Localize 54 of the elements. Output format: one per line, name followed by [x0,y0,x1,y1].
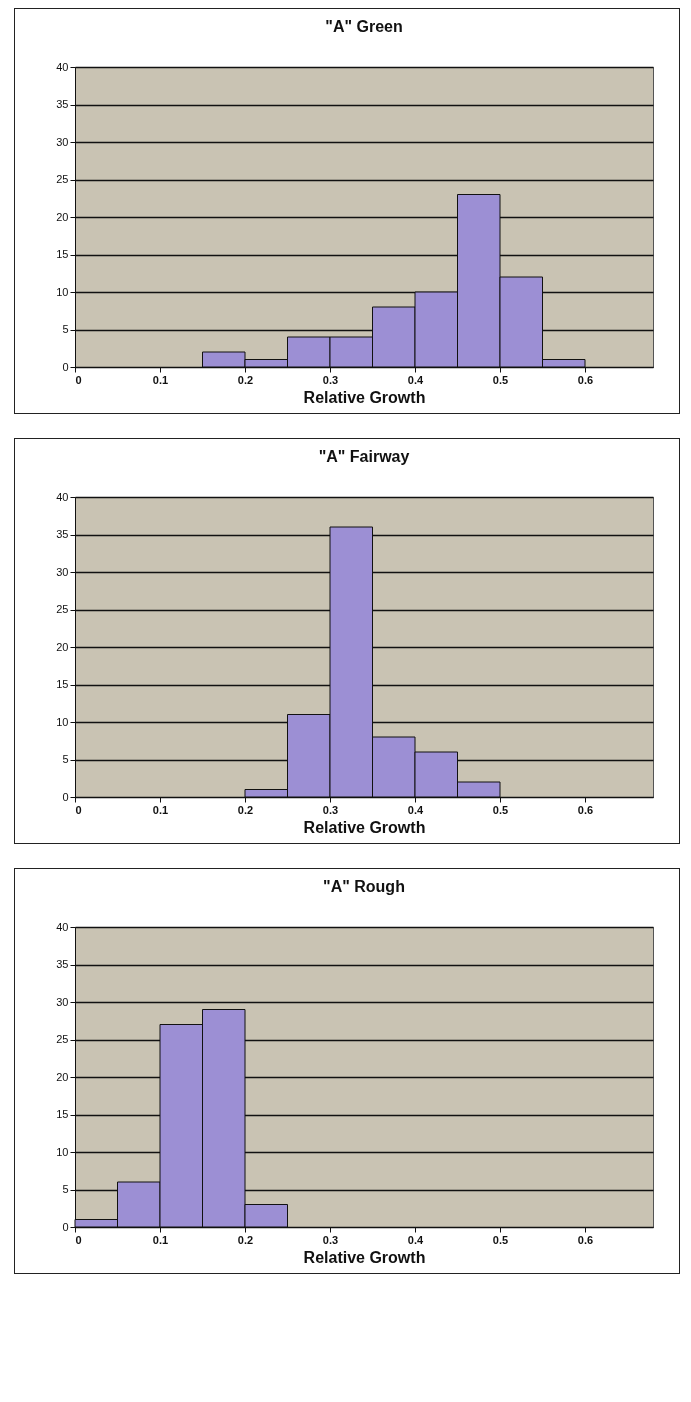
x-tick-label: 0.2 [237,1233,254,1246]
x-tick-label: 0.2 [237,803,254,816]
y-tick-label: 15 [56,1108,69,1120]
y-tick-label: 30 [56,995,69,1008]
y-tick-label: 5 [62,753,69,765]
y-tick-label: 10 [56,715,69,728]
x-tick-label: 0.5 [492,1233,509,1246]
x-axis-title: Relative Growth [303,818,426,836]
y-tick-label: 30 [56,565,69,578]
y-tick-label: 5 [62,1183,69,1195]
x-tick-label: 0.6 [577,803,594,816]
y-tick-label: 40 [56,490,69,503]
x-tick-label: 0.1 [152,373,169,386]
y-tick-label: 10 [56,285,69,298]
y-tick-label: 10 [56,1145,69,1158]
x-tick-label: 0.1 [152,803,169,816]
y-tick-label: 25 [56,173,69,185]
y-tick-label: 30 [56,135,69,148]
y-tick-label: 0 [62,790,69,803]
x-tick-label: 0.4 [407,373,425,386]
y-tick-label: 0 [62,360,69,373]
x-tick-label: 0.4 [407,803,425,816]
y-tick-label: 40 [56,920,69,933]
y-tick-label: 25 [56,1033,69,1045]
x-tick-label: 0.1 [152,1233,169,1246]
x-tick-label: 0 [75,373,82,386]
x-tick-label: 0 [75,1233,82,1246]
y-tick-label: 0 [62,1220,69,1233]
x-tick-label: 0.4 [407,1233,425,1246]
y-tick-label: 20 [56,640,69,653]
chart-title: "A" Fairway [318,448,410,465]
x-tick-label: 0.6 [577,373,594,386]
x-tick-label: 0.5 [492,803,509,816]
x-tick-label: 0.3 [322,803,339,816]
y-tick-label: 15 [56,678,69,690]
y-tick-label: 15 [56,248,69,260]
y-tick-label: 35 [56,528,69,540]
y-tick-label: 20 [56,210,69,223]
chart-title: "A" Rough [323,878,405,895]
x-axis-title: Relative Growth [303,1248,426,1266]
y-tick-label: 35 [56,958,69,970]
x-tick-label: 0.3 [322,373,339,386]
x-tick-label: 0 [75,803,82,816]
x-tick-label: 0.3 [322,1233,339,1246]
y-tick-label: 5 [62,323,69,335]
y-tick-label: 25 [56,603,69,615]
x-tick-label: 0.5 [492,373,509,386]
y-tick-label: 35 [56,98,69,110]
x-axis-title: Relative Growth [303,388,426,406]
y-tick-label: 20 [56,1070,69,1083]
chart-title: "A" Green [325,18,403,35]
x-tick-label: 0.2 [237,373,254,386]
x-tick-label: 0.6 [577,1233,594,1246]
y-tick-label: 40 [56,60,69,73]
